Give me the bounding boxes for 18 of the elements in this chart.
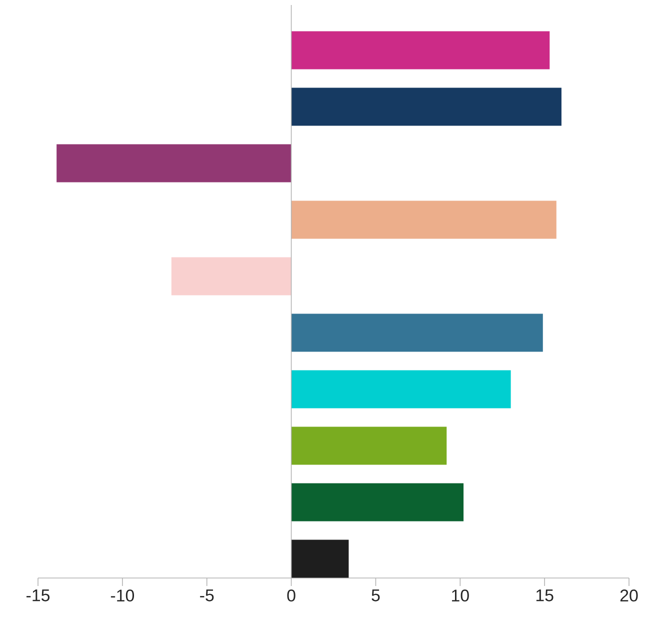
bar — [291, 88, 562, 126]
x-tick-label: 20 — [620, 590, 638, 602]
bar — [171, 257, 292, 296]
x-tick-label: 10 — [452, 590, 469, 602]
bar — [291, 483, 464, 522]
bar — [291, 540, 349, 578]
x-tick-label: 15 — [536, 590, 554, 602]
bar — [291, 200, 556, 239]
bar — [291, 426, 447, 465]
x-tick-label: -10 — [110, 590, 134, 602]
bar — [291, 31, 550, 70]
bar — [291, 314, 543, 352]
x-tick-label: -15 — [26, 590, 50, 602]
x-tick-label: 0 — [287, 590, 296, 602]
bar — [291, 370, 511, 408]
x-tick-label: -5 — [200, 590, 214, 602]
x-tick-label: 5 — [372, 590, 380, 602]
bar — [56, 144, 292, 182]
